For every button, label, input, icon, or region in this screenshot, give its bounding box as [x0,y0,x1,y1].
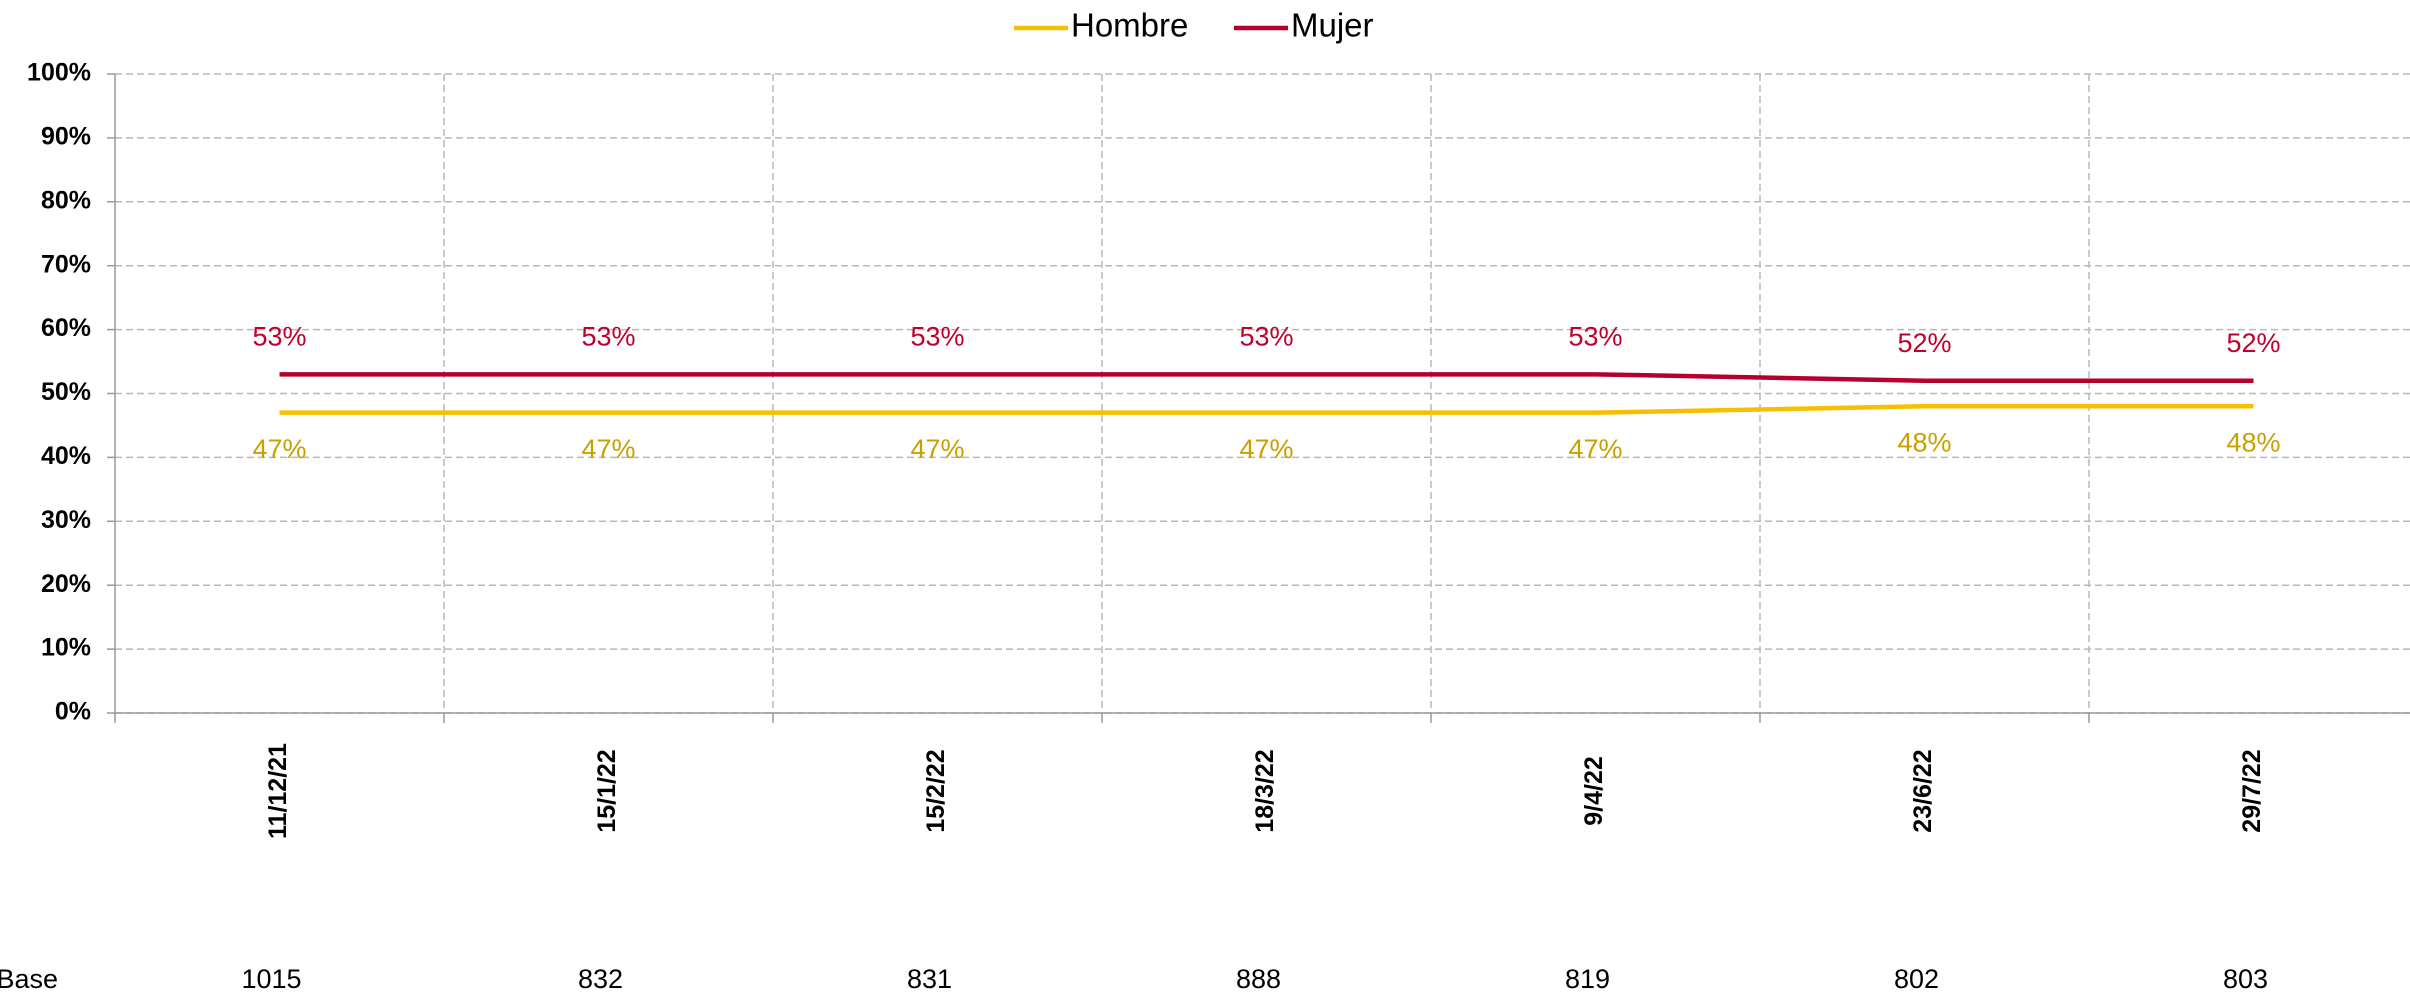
y-tick-label: 100% [27,59,91,87]
data-label: 52% [2226,328,2280,358]
legend-label: Hombre [1071,7,1188,44]
legend-label: Mujer [1291,7,1374,44]
x-tick-label: 11/12/21 [264,743,292,839]
data-label: 53% [1239,321,1293,351]
y-tick-label: 90% [41,123,91,151]
base-value: 802 [1894,964,1939,994]
y-tick-label: 50% [41,378,91,406]
x-tick-label: 15/1/22 [593,749,621,832]
base-value: 888 [1236,964,1281,994]
x-tick-label: 15/2/22 [922,749,950,832]
data-label: 47% [1568,434,1622,464]
x-tick-label: 29/7/22 [2238,749,2266,832]
y-tick-label: 70% [41,250,91,278]
data-label: 53% [910,321,964,351]
base-value: 819 [1565,964,1610,994]
x-tick-label: 18/3/22 [1251,749,1279,832]
series-line [279,404,2254,415]
y-tick-label: 40% [41,442,91,470]
y-tick-label: 60% [41,314,91,342]
y-tick-label: 0% [55,698,91,726]
base-value: 1015 [241,964,301,994]
data-label: 47% [252,434,306,464]
data-label: 53% [1568,321,1622,351]
data-label: 53% [252,321,306,351]
series-line [279,372,2254,383]
y-tick-label: 30% [41,506,91,534]
base-value: 803 [2223,964,2268,994]
base-value: 832 [578,964,623,994]
base-value: 831 [907,964,952,994]
data-label: 47% [581,434,635,464]
data-label: 47% [910,434,964,464]
data-label: 53% [581,321,635,351]
y-tick-label: 80% [41,186,91,214]
base-label: Base [0,964,58,994]
y-tick-label: 10% [41,634,91,662]
data-label: 48% [1897,427,1951,457]
data-label: 47% [1239,434,1293,464]
data-label: 52% [1897,328,1951,358]
x-tick-label: 9/4/22 [1580,756,1608,826]
data-label: 48% [2226,427,2280,457]
x-tick-label: 23/6/22 [1909,749,1937,832]
y-tick-label: 20% [41,570,91,598]
